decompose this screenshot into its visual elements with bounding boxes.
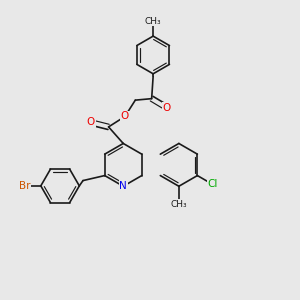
Text: O: O [121,112,129,122]
Text: CH₃: CH₃ [170,200,187,208]
Text: Br: Br [19,181,30,191]
Text: O: O [162,103,171,112]
Text: N: N [119,181,127,191]
Text: O: O [87,117,95,128]
Text: CH₃: CH₃ [145,17,161,26]
Text: Cl: Cl [208,179,218,190]
